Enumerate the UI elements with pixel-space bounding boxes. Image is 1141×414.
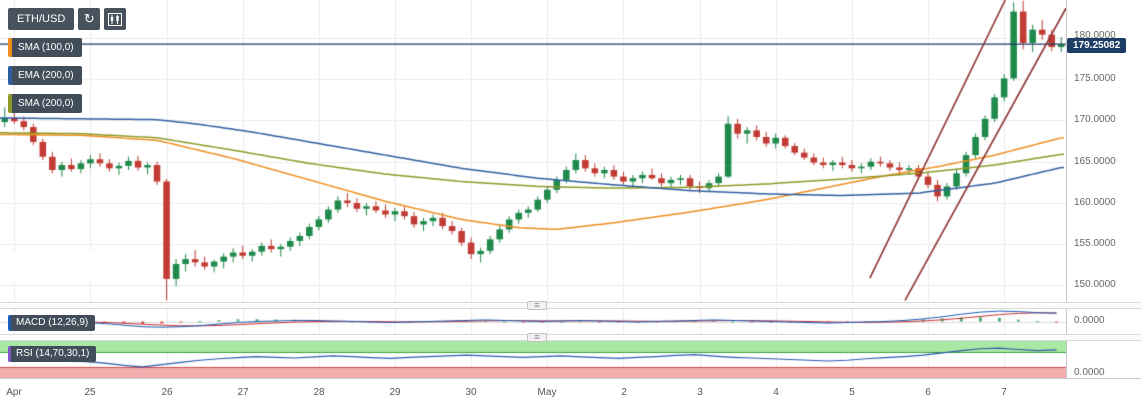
price-tick-label: 170.0000 [1074, 114, 1116, 125]
time-tick-label: 2 [621, 387, 627, 398]
panel-separator [0, 302, 1141, 309]
price-tick-label: 175.0000 [1074, 73, 1116, 84]
price-tick-label: 150.0000 [1074, 279, 1116, 290]
time-tick-label: 29 [389, 387, 401, 398]
time-tick-label: 5 [849, 387, 855, 398]
price-tick-label: 160.0000 [1074, 197, 1116, 208]
time-tick-label: May [537, 387, 557, 398]
rsi-axis-label: 0.0000 [1074, 367, 1105, 378]
price-chart-canvas[interactable] [0, 0, 1066, 302]
symbol-label: ETH/USD [17, 13, 66, 25]
time-tick-label: 28 [313, 387, 325, 398]
panel-resize-handle[interactable]: ≡ [527, 333, 547, 342]
refresh-button[interactable]: ↻ [78, 8, 101, 30]
current-price-badge: 179.25082 [1067, 38, 1127, 53]
price-tick-label: 155.0000 [1074, 238, 1116, 249]
time-tick-label: 25 [84, 387, 96, 398]
legend-sma-100[interactable]: SMA (100,0) [8, 38, 82, 57]
legend-sma-200[interactable]: SMA (200,0) [8, 94, 82, 113]
time-tick-label: 4 [773, 387, 779, 398]
price-tick-label: 180.0000 [1074, 30, 1116, 41]
time-tick-label: 6 [925, 387, 931, 398]
panel-separator [0, 334, 1141, 341]
time-tick-label: 7 [1001, 387, 1007, 398]
rsi-panel-canvas[interactable] [0, 341, 1066, 378]
symbol-button[interactable]: ETH/USD [8, 8, 75, 30]
indicators-button[interactable] [104, 8, 127, 30]
panel-resize-handle[interactable]: ≡ [527, 301, 547, 310]
rsi-indicator-label[interactable]: RSI (14,70,30,1) [8, 346, 97, 362]
watermark-placeholder [8, 251, 129, 282]
price-tick-label: 165.0000 [1074, 156, 1116, 167]
price-axis[interactable]: 180.0000 175.0000 170.0000 165.0000 160.… [1066, 0, 1141, 378]
time-tick-label: 26 [161, 387, 173, 398]
time-tick-label: 30 [465, 387, 477, 398]
candlestick-chart-icon [108, 12, 123, 26]
chart-toolbar: ETH/USD ↻ [8, 8, 127, 30]
macd-axis-label: 0.0000 [1074, 315, 1105, 326]
macd-indicator-label[interactable]: MACD (12,26,9) [8, 315, 96, 331]
refresh-icon: ↻ [83, 11, 95, 26]
time-tick-label: 3 [697, 387, 703, 398]
macd-panel-canvas[interactable] [0, 309, 1066, 334]
time-tick-label: Apr [6, 387, 22, 398]
time-tick-label: 27 [237, 387, 249, 398]
legend-ema-200[interactable]: EMA (200,0) [8, 66, 82, 85]
time-axis[interactable]: Apr 25 26 27 28 29 30 May 2 3 4 5 6 7 [0, 378, 1141, 414]
